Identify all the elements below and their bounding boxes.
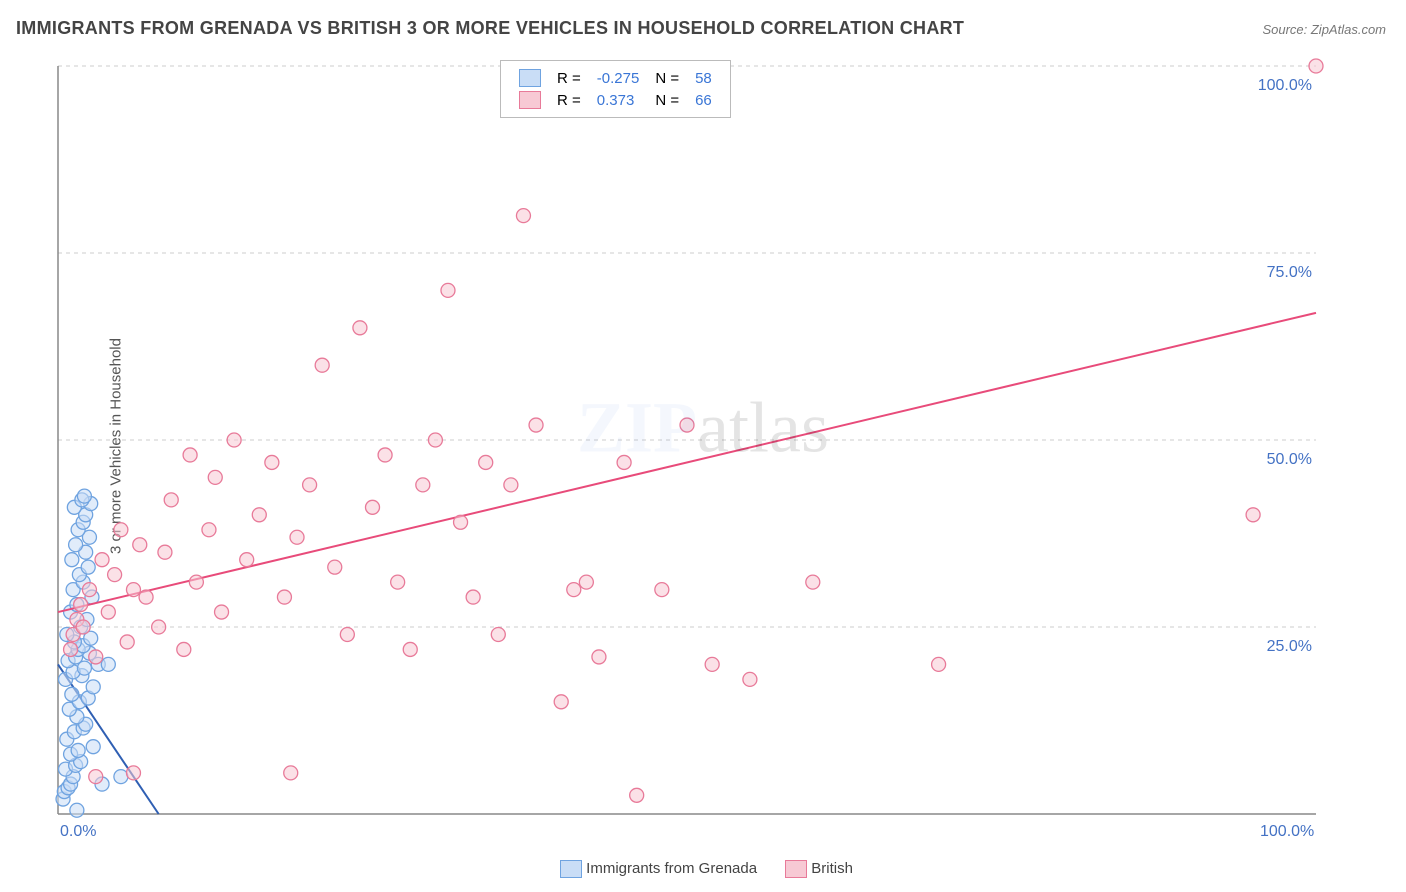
correlation-legend: R =-0.275N =58R =0.373N =66 (500, 60, 731, 118)
n-label: N = (647, 67, 687, 89)
series-name: Immigrants from Grenada (586, 860, 757, 877)
n-value: 58 (687, 67, 720, 89)
legend-swatch (560, 860, 582, 878)
legend-swatch (785, 860, 807, 878)
r-label: R = (549, 89, 589, 111)
legend-row: R =0.373N =66 (511, 89, 720, 111)
svg-text:25.0%: 25.0% (1267, 638, 1312, 655)
chart-title: IMMIGRANTS FROM GRENADA VS BRITISH 3 OR … (16, 18, 964, 39)
r-label: R = (549, 67, 589, 89)
correlation-table: R =-0.275N =58R =0.373N =66 (511, 67, 720, 111)
scatter-plot: 25.0% 50.0% 75.0% 100.0% 0.0% 100.0% (50, 56, 1386, 846)
series-name: British (811, 860, 853, 877)
svg-text:75.0%: 75.0% (1267, 264, 1312, 281)
r-value: -0.275 (589, 67, 648, 89)
series-legend: Immigrants from Grenada British (560, 860, 881, 878)
series-legend-item: Immigrants from Grenada (560, 860, 757, 878)
n-value: 66 (687, 89, 720, 111)
plot-svg: 25.0% 50.0% 75.0% 100.0% 0.0% 100.0% (50, 56, 1386, 846)
legend-swatch (519, 91, 541, 109)
svg-text:100.0%: 100.0% (1258, 77, 1312, 94)
legend-row: R =-0.275N =58 (511, 67, 720, 89)
n-label: N = (647, 89, 687, 111)
svg-text:100.0%: 100.0% (1260, 823, 1314, 840)
svg-text:50.0%: 50.0% (1267, 451, 1312, 468)
series-legend-item: British (785, 860, 853, 878)
svg-text:0.0%: 0.0% (60, 823, 96, 840)
r-value: 0.373 (589, 89, 648, 111)
legend-swatch (519, 69, 541, 87)
source-label: Source: ZipAtlas.com (1262, 22, 1386, 37)
